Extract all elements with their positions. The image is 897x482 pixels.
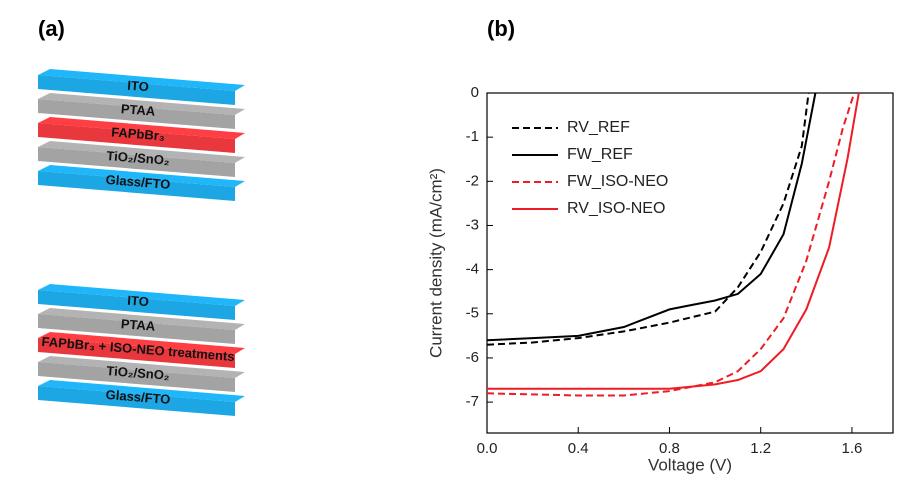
layer: ITO [38,69,245,105]
layer: TiO₂/SnO₂ [38,356,245,392]
y-tick-label: -5 [466,305,479,322]
layer-label: ITO [127,78,150,95]
series-line [487,92,860,390]
layer-top [38,332,245,354]
layer-front [38,147,235,177]
x-axis-label: Voltage (V) [648,455,732,474]
legend-label: RV_REF [567,119,630,136]
x-tick-label: 0.0 [477,440,498,457]
layer-label: Glass/FTO [105,387,171,407]
series-line [486,92,810,346]
layer-top [38,117,245,139]
plot-frame [486,92,894,434]
y-tick-label: -6 [466,349,479,366]
panel-label: (a) [38,16,65,41]
layer: Glass/FTO [38,165,245,201]
layer-top [38,165,245,187]
layer-top [38,141,245,163]
x-tick-label: 0.8 [659,440,680,457]
layer-top [38,284,245,306]
layer: ITO [38,284,245,320]
layer-label: TiO₂/SnO₂ [106,148,171,168]
layer-label: ITO [127,293,150,310]
layer-label: FAPbBr₃ [111,124,166,143]
y-tick-label: -3 [466,216,479,233]
legend-label: RV_ISO-NEO [567,200,665,217]
layer-label: Glass/FTO [105,172,171,192]
y-tick-label: -2 [466,172,479,189]
layer-front [38,171,235,201]
layer-label: PTAA [120,101,156,119]
layer-front [38,362,235,392]
layer: TiO₂/SnO₂ [38,141,245,177]
layer-top [38,380,245,402]
layer: FAPbBr₃ [38,117,245,153]
layer-top [38,69,245,91]
series-line [486,92,817,342]
series-line [486,92,856,397]
x-tick-label: 0.4 [568,440,589,457]
layer-front [38,123,235,153]
y-tick-label: -4 [466,261,479,278]
layer-front [38,75,235,105]
layer-top [38,356,245,378]
layer-front [38,99,235,129]
layer: PTAA [38,308,245,344]
layer-label: PTAA [120,316,156,334]
layer-front [38,314,235,344]
layer: PTAA [38,93,245,129]
layer-top [38,93,245,115]
layer-front [38,290,235,320]
layer-top [38,308,245,330]
layer: Glass/FTO [38,380,245,416]
layer-front [38,338,235,368]
y-tick-label: -7 [466,393,479,410]
y-axis-label: Current density (mA/cm²) [426,168,445,358]
layer-front [38,386,235,416]
x-tick-label: 1.2 [750,440,771,457]
x-tick-label: 1.6 [842,440,863,457]
layer-label: TiO₂/SnO₂ [106,363,171,383]
legend-label: FW_REF [567,146,633,163]
panel-label: (b) [487,16,515,41]
y-tick-label: -1 [466,128,479,145]
legend-label: FW_ISO-NEO [567,173,668,190]
y-tick-label: 0 [471,84,479,101]
